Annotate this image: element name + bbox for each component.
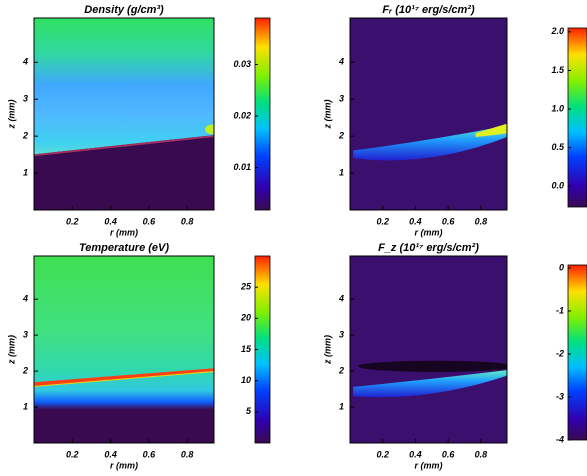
x-tick-label: 0.6	[442, 216, 456, 226]
y-tick-label: 4	[338, 57, 344, 67]
colorbar-tick-label: 1.5	[551, 65, 565, 75]
y-tick-label: 1	[339, 167, 344, 177]
colorbar-tick-label: 0.03	[233, 59, 251, 69]
colorbar	[254, 17, 271, 211]
chart-title: Fᵣ (10¹⁷ erg/s/cm²)	[382, 4, 475, 16]
y-tick-label: 3	[339, 329, 344, 339]
x-tick-label: 0.2	[376, 216, 389, 226]
x-tick-label: 0.8	[181, 449, 194, 459]
heatmap-image	[350, 18, 507, 210]
colorbar-tick-label: -4	[556, 434, 564, 444]
x-tick-label: 0.2	[66, 449, 79, 459]
y-tick-label: 2	[22, 365, 28, 375]
colorbar-tick-label: -2	[556, 348, 564, 358]
x-tick-label: 0.4	[104, 216, 117, 226]
chart-title: Density (g/cm³)	[84, 4, 164, 16]
colorbar-tick-label: -3	[556, 391, 564, 401]
x-axis-label: r (mm)	[414, 227, 442, 237]
plot-frame	[33, 17, 215, 211]
y-axis-label: z (mm)	[6, 335, 16, 365]
y-tick-label: 4	[22, 294, 28, 304]
x-tick-label: 0.6	[143, 216, 157, 226]
x-axis-label: r (mm)	[110, 227, 138, 237]
colorbar-tick-label: 10	[241, 375, 251, 385]
colorbar-tick-label: 0.5	[551, 142, 565, 152]
colorbar-tick-label: -1	[556, 305, 564, 315]
plot-frame	[349, 255, 508, 444]
x-tick-label: 0.8	[475, 216, 488, 226]
y-tick-label: 2	[22, 131, 28, 141]
plot-frame	[349, 17, 508, 211]
chart-title: F_z (10¹⁷ erg/s/cm²)	[378, 242, 479, 254]
colorbar-tick-label: 20	[240, 313, 251, 323]
y-tick-label: 3	[339, 94, 344, 104]
colorbar-tick-label: 5	[246, 406, 252, 416]
heatmap-image	[350, 256, 507, 443]
x-tick-label: 0.8	[181, 216, 194, 226]
y-tick-label: 2	[338, 131, 344, 141]
x-axis-label: r (mm)	[414, 460, 442, 470]
x-tick-label: 0.6	[143, 449, 157, 459]
colorbar	[567, 27, 587, 208]
x-tick-label: 0.2	[376, 449, 389, 459]
colorbar-tick-label: 0.0	[551, 181, 564, 191]
y-tick-label: 1	[23, 401, 28, 411]
colorbar-tick-label: 25	[240, 282, 252, 292]
x-axis-label: r (mm)	[110, 460, 138, 470]
y-tick-label: 1	[23, 167, 28, 177]
heatmap-image	[34, 18, 214, 210]
colorbar-tick-label: 2.0	[550, 26, 564, 36]
y-axis-label: z (mm)	[6, 99, 16, 129]
x-tick-label: 0.4	[409, 216, 422, 226]
y-axis-label: z (mm)	[322, 99, 332, 129]
x-tick-label: 0.4	[104, 449, 117, 459]
y-tick-label: 2	[338, 365, 344, 375]
colorbar	[567, 264, 587, 441]
x-tick-label: 0.6	[442, 449, 456, 459]
plot-frame	[33, 255, 215, 444]
x-tick-label: 0.8	[475, 449, 488, 459]
heatmap-image	[34, 256, 214, 443]
y-tick-label: 1	[339, 401, 344, 411]
colorbar-tick-label: 0.01	[233, 162, 251, 172]
colorbar-tick-label: 0.02	[233, 110, 251, 120]
colorbar-tick-label: 0	[559, 262, 564, 272]
y-tick-label: 4	[338, 294, 344, 304]
x-tick-label: 0.4	[409, 449, 422, 459]
colorbar-tick-label: 1.0	[551, 103, 564, 113]
chart-title: Temperature (eV)	[79, 242, 169, 254]
x-tick-label: 0.2	[66, 216, 79, 226]
y-tick-label: 3	[23, 94, 28, 104]
y-tick-label: 3	[23, 329, 28, 339]
colorbar-tick-label: 15	[241, 344, 252, 354]
y-axis-label: z (mm)	[322, 335, 332, 365]
y-tick-label: 4	[22, 57, 28, 67]
